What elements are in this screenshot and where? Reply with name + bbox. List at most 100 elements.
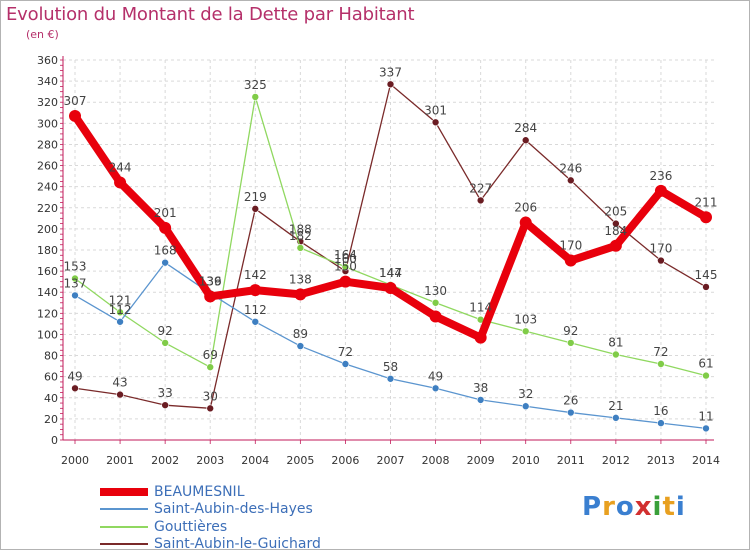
data-label: 227 [469,181,492,195]
x-tick-label: 2003 [196,454,224,467]
data-label: 142 [244,268,267,282]
data-point [477,396,484,403]
data-point [342,361,349,368]
legend-item-gouttieres: Gouttières [98,518,321,536]
data-label: 49 [67,369,82,383]
data-point [204,290,216,302]
legend-item-saint-aubin-le-guichard: Saint-Aubin-le-Guichard [98,536,321,553]
data-label: 325 [244,78,267,92]
y-tick-label: 300 [37,117,58,130]
data-label: 92 [158,324,173,338]
y-tick-label: 100 [37,328,58,341]
data-point [252,93,259,100]
y-tick-label: 180 [37,244,58,257]
data-point [475,332,487,344]
data-point [567,409,574,416]
data-label: 150 [334,260,357,274]
data-point [567,339,574,346]
data-label: 236 [649,169,672,183]
proxiti-logo: Proxiti [582,492,686,522]
data-point [432,385,439,392]
data-point [432,299,439,306]
data-label: 244 [109,160,132,174]
data-point [72,292,79,299]
data-point [294,288,306,300]
y-tick-label: 200 [37,223,58,236]
data-label: 145 [695,268,718,282]
data-label: 205 [604,205,627,219]
data-label: 114 [469,301,492,315]
data-point [610,240,622,252]
data-point [612,414,619,421]
data-label: 170 [559,239,582,253]
data-point [567,177,574,184]
data-label: 136 [199,274,222,288]
data-label: 61 [698,357,713,371]
y-tick-label: 360 [37,54,58,67]
x-tick-label: 2012 [602,454,630,467]
legend-label: Saint-Aubin-des-Hayes [154,501,313,517]
data-label: 11 [698,409,713,423]
legend-item-beaumesnil: BEAUMESNIL [98,483,321,501]
x-tick-label: 2000 [61,454,89,467]
data-label: 153 [64,260,87,274]
data-point [703,283,710,290]
data-point [252,205,259,212]
data-label: 138 [289,272,312,286]
x-tick-label: 2010 [512,454,540,467]
y-tick-label: 80 [44,350,58,363]
data-label: 170 [649,242,672,256]
data-label: 26 [563,394,578,408]
y-tick-label: 0 [51,434,58,447]
data-label: 89 [293,327,308,341]
legend-item-saint-aubin-des-hayes: Saint-Aubin-des-Hayes [98,501,321,519]
data-point [72,385,79,392]
data-label: 201 [154,206,177,220]
y-tick-label: 40 [44,392,58,405]
data-label: 21 [608,399,623,413]
data-point [703,425,710,432]
y-tick-label: 20 [44,413,58,426]
x-tick-label: 2014 [692,454,720,467]
data-label: 337 [379,65,402,79]
x-tick-label: 2013 [647,454,675,467]
x-tick-label: 2002 [151,454,179,467]
data-point [117,318,124,325]
legend: BEAUMESNIL Saint-Aubin-des-Hayes Gouttiè… [98,483,321,553]
data-point [703,372,710,379]
legend-label: Gouttières [154,519,227,535]
x-tick-label: 2004 [241,454,269,467]
data-label: 38 [473,381,488,395]
data-point [655,185,667,197]
data-point [657,420,664,427]
data-label: 69 [203,348,218,362]
x-tick-label: 2008 [422,454,450,467]
data-point [387,375,394,382]
data-label: 246 [559,161,582,175]
data-point [159,222,171,234]
data-label: 103 [514,312,537,326]
data-label: 112 [244,303,267,317]
data-label: 30 [203,389,218,403]
data-point [657,257,664,264]
data-point [297,244,304,251]
y-tick-label: 60 [44,371,58,384]
y-tick-label: 120 [37,307,58,320]
data-label: 206 [514,201,537,215]
data-label: 184 [604,224,627,238]
data-point [249,284,261,296]
data-label: 168 [154,244,177,258]
data-point [657,361,664,368]
data-point [477,197,484,204]
y-tick-label: 260 [37,160,58,173]
y-tick-label: 280 [37,138,58,151]
legend-swatch [98,485,150,499]
data-label: 16 [653,404,668,418]
y-tick-label: 240 [37,181,58,194]
x-tick-label: 2009 [467,454,495,467]
data-point [339,276,351,288]
data-point [252,318,259,325]
data-point [522,403,529,410]
data-point [207,405,214,412]
